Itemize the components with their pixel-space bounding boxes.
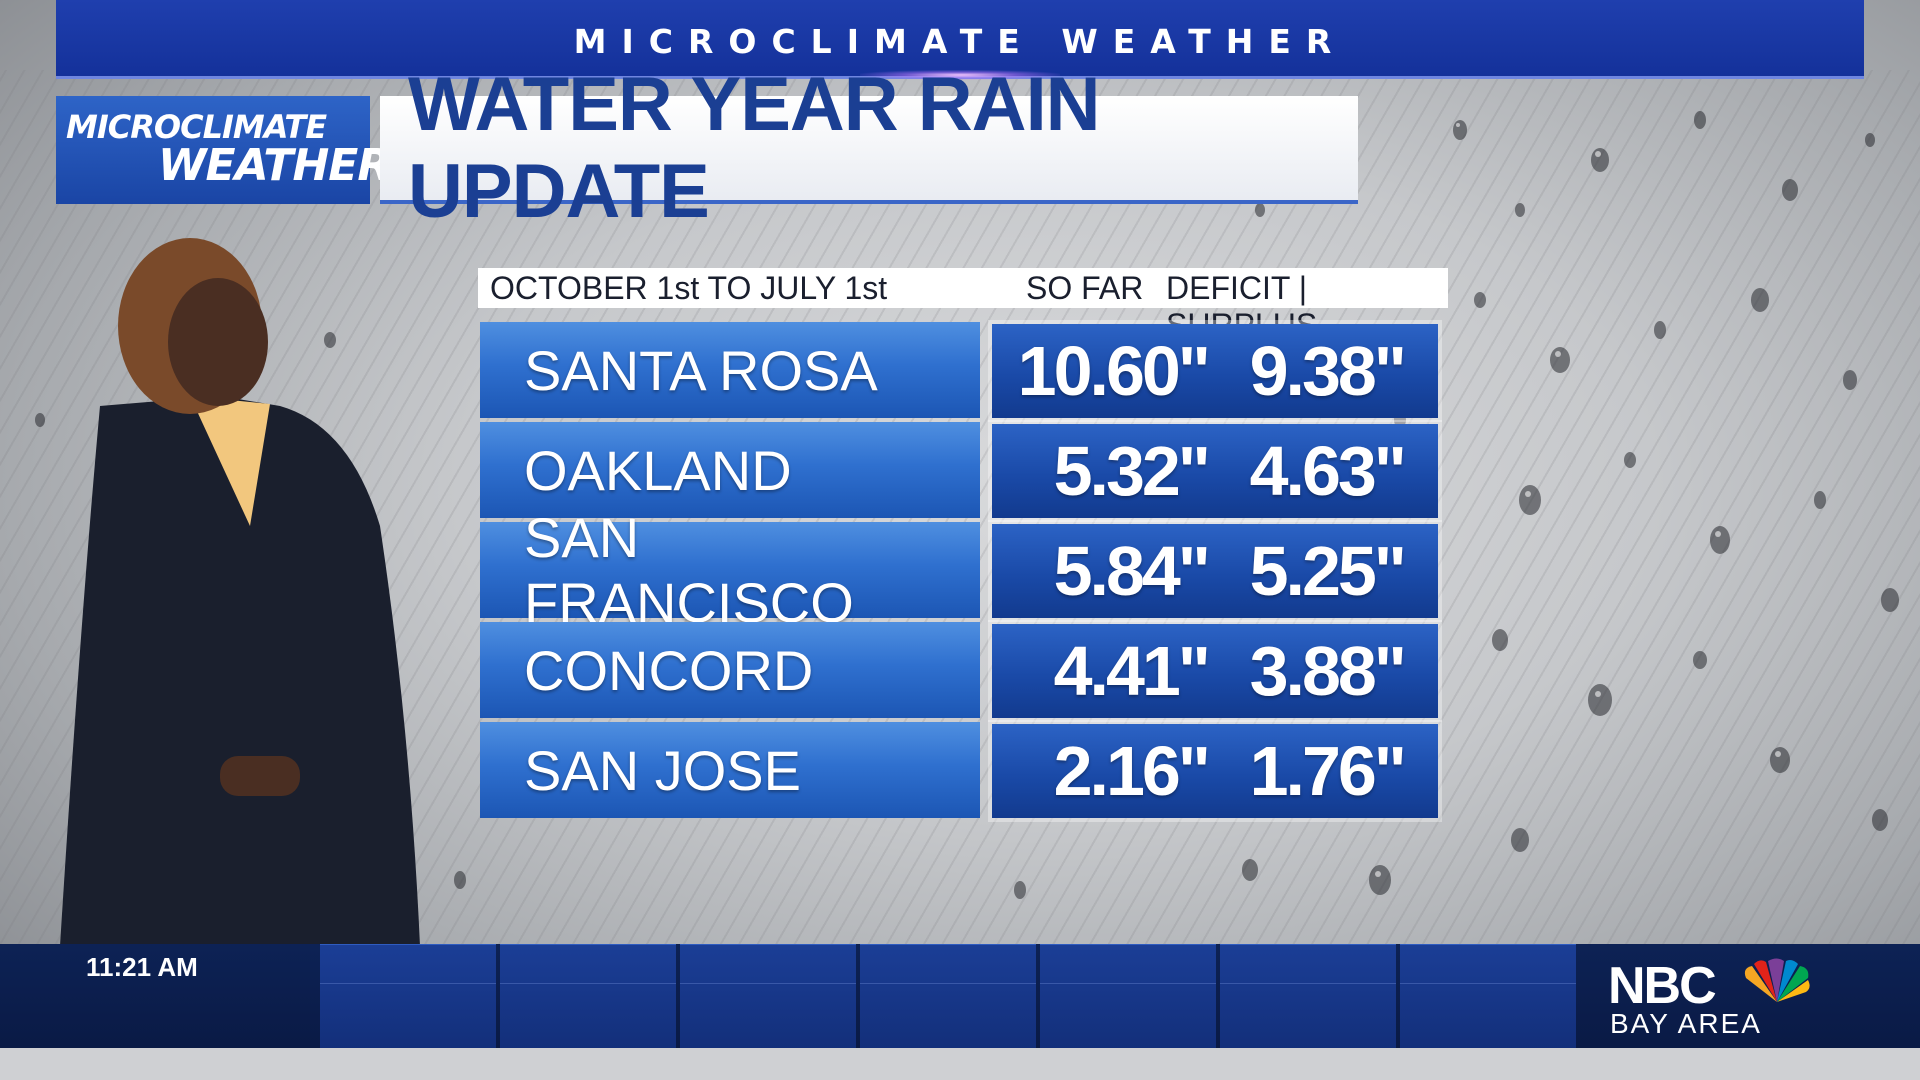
so-far-value: 4.41" [1053,632,1211,710]
table-row: SAN FRANCISCO 5.84" 5.25" [480,506,1448,634]
presenter-figure [60,238,420,946]
so-far-value: 2.16" [1053,732,1211,810]
table-row: SANTA ROSA 10.60" 9.38" [480,322,1448,418]
ticker-panel [320,944,496,1049]
deficit-surplus-value: 3.88" [1249,632,1407,710]
banner-glow [860,70,1060,80]
title-panel: WATER YEAR RAIN UPDATE [380,62,1358,234]
ticker-panel [680,944,856,1049]
microclimate-logo: MICROCLIMATE WEATHER [56,96,391,204]
peacock-icon [1744,958,1810,1002]
so-far-value: 10.60" [1017,332,1211,410]
bottom-ticker-bar: 11:21 AM NBC BAY AREA [0,944,1920,1049]
values-cell: 5.32" 4.63" [992,424,1438,518]
header-so-far: SO FAR [1026,270,1144,306]
bottom-strip [0,1048,1920,1080]
city-cell: SAN FRANCISCO [480,506,980,634]
ticker-panel [860,944,1036,1049]
so-far-value: 5.32" [1053,432,1211,510]
city-name: SAN JOSE [524,738,801,802]
city-name: SAN FRANCISCO [524,506,854,634]
table-row: SAN JOSE 2.16" 1.76" [480,722,1448,818]
table-row: OAKLAND 5.32" 4.63" [480,422,1448,518]
values-cell: 10.60" 9.38" [992,324,1438,418]
table-row: CONCORD 4.41" 3.88" [480,622,1448,718]
city-cell: OAKLAND [480,422,980,518]
header-date-range: OCTOBER 1st TO JULY 1st [490,270,888,306]
city-name: OAKLAND [524,438,792,502]
ticker-panel [1040,944,1216,1049]
ticker-panel [1220,944,1396,1049]
deficit-surplus-value: 5.25" [1249,532,1407,610]
table-header: OCTOBER 1st TO JULY 1st SO FAR DEFICIT |… [478,268,1448,343]
city-cell: SANTA ROSA [480,322,980,418]
deficit-surplus-value: 4.63" [1249,432,1407,510]
city-name: CONCORD [524,638,814,702]
values-cell: 4.41" 3.88" [992,624,1438,718]
city-cell: SAN JOSE [480,722,980,818]
logo-line-2: WEATHER [158,140,391,191]
city-cell: CONCORD [480,622,980,718]
network-name: NBC [1608,957,1717,1015]
network-region: BAY AREA [1610,1008,1762,1039]
ticker-panel [500,944,676,1049]
deficit-surplus-value: 9.38" [1249,332,1407,410]
ticker-panel [1400,944,1576,1049]
deficit-surplus-value: 1.76" [1249,732,1407,810]
values-cell: 2.16" 1.76" [992,724,1438,818]
logo-line-1: MICROCLIMATE [66,108,327,146]
page-title: WATER YEAR RAIN UPDATE [408,62,1101,234]
clock-time: 11:21 AM [86,952,198,982]
ticker-panels [320,944,1580,1049]
values-cell: 5.84" 5.25" [992,524,1438,618]
banner-text: MICROCLIMATE WEATHER [573,21,1347,61]
city-name: SANTA ROSA [524,338,878,402]
so-far-value: 5.84" [1053,532,1211,610]
nbc-bay-area-logo: NBC BAY AREA [1608,956,1818,1042]
